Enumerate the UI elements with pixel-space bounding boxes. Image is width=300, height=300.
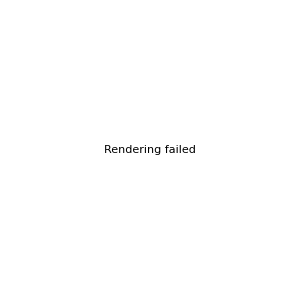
Text: Rendering failed: Rendering failed (104, 145, 196, 155)
